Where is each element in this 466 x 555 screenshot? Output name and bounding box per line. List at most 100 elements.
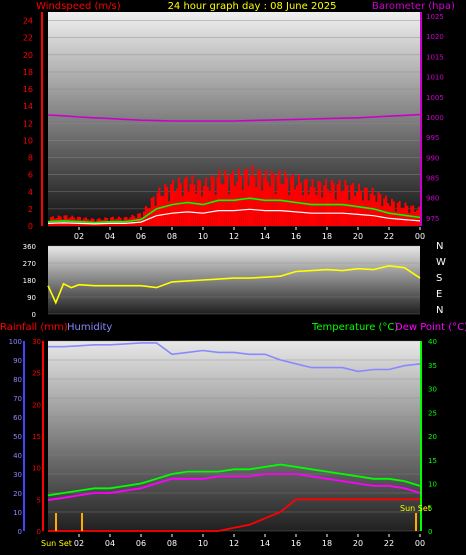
wind-speed-bar [102,219,105,226]
wind-speed-bar [199,180,202,226]
wind-speed-bar [338,179,341,226]
y-tick-label-direction: 90 [27,294,36,302]
y-tick-label-wind: 14 [23,102,33,111]
y-tick-label-rain: 20 [32,401,41,409]
wind-speed-bar [321,197,324,226]
y-tick-label-temperature: 30 [428,386,437,394]
wind-speed-bar [315,194,318,226]
wind-speed-bar [187,191,190,226]
compass-label: W [436,257,446,268]
wind-speed-bar [299,182,302,226]
x-tick-label: 16 [291,539,301,548]
y-tick-label-humidity: 70 [13,395,22,403]
y-tick-label-wind: 12 [23,119,33,128]
wind-speed-bar [412,205,415,226]
wind-speed-bar [307,194,310,226]
direction-panel-series [47,264,421,305]
wind-speed-bar [164,184,167,226]
y-tick-label-wind: 22 [23,34,33,43]
dewpoint-axis-title: Dew Point (°C) [395,322,466,333]
wind-speed-bar [282,184,285,226]
wind-speed-bar [361,200,364,226]
wind-speed-bar [375,201,378,226]
y-tick-label-humidity: 10 [13,509,22,517]
x-tick-label: 08 [167,232,177,241]
wind-speed-bar [363,187,366,226]
y-tick-label-rain: 0 [37,528,41,536]
wind-speed-bar [216,176,219,226]
wind-speed-bar [172,179,174,226]
rainfall-axis-title: Rainfall (mm) [0,322,68,333]
wind-speed-bar [235,181,238,226]
compass-label: N [436,241,443,252]
compass-label: N [436,305,443,316]
wind-speed-bar [418,206,421,226]
wind-speed-bar [173,192,176,226]
wind-speed-bar [398,200,401,226]
wind-speed-bar [313,187,316,226]
temperature-line [47,463,421,497]
wind-speed-bar [342,190,345,226]
y-tick-label-barometer: 1000 [426,114,444,122]
y-tick-label-temperature: 25 [428,409,437,417]
wind-speed-bar [344,179,347,226]
wind-speed-bar [369,193,372,226]
wind-speed-bar [348,199,351,226]
wind-speed-bar [232,170,235,226]
wind-speed-bar [247,185,250,226]
wind-speed-bar [358,183,360,226]
y-tick-label-temperature: 40 [428,338,437,346]
wind-speed-bar [288,195,291,226]
x-tick-label: 12 [229,232,239,241]
wind-speed-bar [201,196,204,226]
wind-speed-bar [249,175,252,226]
y-tick-label-rain: 10 [32,465,41,473]
wind-speed-bar [67,218,70,226]
wind-speed-bar [179,183,182,226]
x-tick-label: 22 [384,539,394,548]
wind-speed-bar [195,193,198,226]
wind-speed-bar [142,211,145,226]
wind-speed-bar [210,175,213,226]
wind-speed-bar [266,181,269,226]
y-tick-label-wind: 10 [23,136,33,145]
wind-speed-bar [296,185,298,226]
y-tick-label-temperature: 20 [428,433,437,441]
y-tick-label-wind: 0 [28,222,33,231]
wind-speed-bar [400,207,403,226]
wind-speed-bar [268,186,271,226]
y-tick-label-humidity: 40 [13,452,22,460]
sunset-label-right: Sun Set [400,504,431,513]
wind-speed-bar [340,191,343,226]
x-tick-label: 20 [353,232,363,241]
wind-speed-bar [191,175,194,226]
wind-speed-bar [255,186,258,226]
y-tick-label-barometer: 1005 [426,94,444,102]
wind-speed-bar [280,183,283,226]
y-tick-label-wind: 2 [28,205,33,214]
y-tick-label-temperature: 15 [428,457,437,465]
wind-speed-bar [367,200,370,226]
wind-speed-bar [390,198,393,226]
wind-speed-bar [325,179,328,226]
wind-speed-bar [327,189,329,226]
humidity-line [48,342,421,373]
x-tick-label: 16 [291,232,301,241]
temperature-panel-ticks: 0102030405060708090100051015202530051015… [9,338,437,548]
y-tick-label-humidity: 60 [13,414,22,422]
wind-speed-bar [251,165,254,226]
y-tick-label-temperature: 0 [428,528,432,536]
wind-speed-bar [158,187,161,226]
wind-speed-bar [197,179,200,226]
y-tick-label-barometer: 990 [426,154,439,162]
wind-speed-bar [214,194,217,226]
y-tick-label-direction: 270 [23,260,36,268]
wind-speed-bar [113,219,116,226]
y-tick-label-rain: 30 [32,338,41,346]
x-tick-label: 08 [167,539,177,548]
y-tick-label-temperature: 5 [428,504,432,512]
wind-average-line [47,197,421,224]
x-tick-label: 22 [384,232,394,241]
sunset-marker-left [55,513,57,531]
wind-speed-bar [245,168,248,226]
